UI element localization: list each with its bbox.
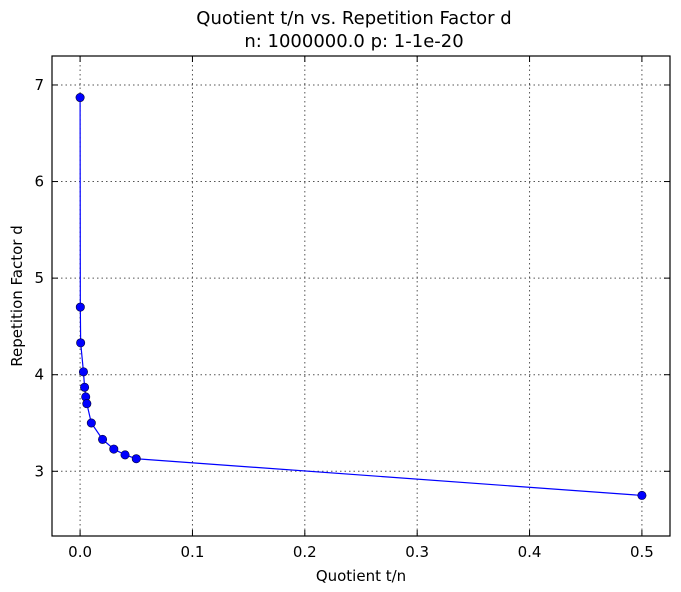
chart-subtitle: n: 1000000.0 p: 1-1e-20 <box>244 31 463 52</box>
data-point <box>80 382 90 392</box>
y-axis-label: Repetition Factor d <box>8 225 26 366</box>
data-point <box>78 367 88 377</box>
y-tick-label: 7 <box>34 76 44 94</box>
y-tick-label: 3 <box>34 462 44 480</box>
y-tick-label: 5 <box>34 269 44 287</box>
data-point <box>120 450 130 460</box>
grid <box>52 56 670 536</box>
y-tick-label: 4 <box>34 366 44 384</box>
x-axis-label: Quotient t/n <box>316 567 406 585</box>
data-point <box>82 399 92 409</box>
series-layer <box>75 93 647 500</box>
x-tick-label: 0.5 <box>630 543 654 561</box>
data-point <box>76 338 86 348</box>
x-tick-label: 0.2 <box>293 543 317 561</box>
data-point <box>109 444 119 454</box>
axis-ticks: 0.0 0.1 0.2 0.3 0.4 0.5 3 4 5 6 7 <box>34 56 670 561</box>
x-tick-label: 0.4 <box>518 543 542 561</box>
data-point <box>98 434 108 444</box>
chart-title: Quotient t/n vs. Repetition Factor d <box>196 8 511 29</box>
data-point <box>75 93 85 103</box>
data-point <box>86 418 96 428</box>
x-tick-label: 0.0 <box>68 543 92 561</box>
series-line <box>79 97 642 497</box>
x-tick-label: 0.1 <box>181 543 205 561</box>
x-tick-label: 0.3 <box>405 543 429 561</box>
data-point <box>637 490 647 500</box>
plot-frame <box>51 55 671 537</box>
y-tick-label: 6 <box>34 173 44 191</box>
data-point <box>131 454 141 464</box>
data-point <box>75 302 85 312</box>
